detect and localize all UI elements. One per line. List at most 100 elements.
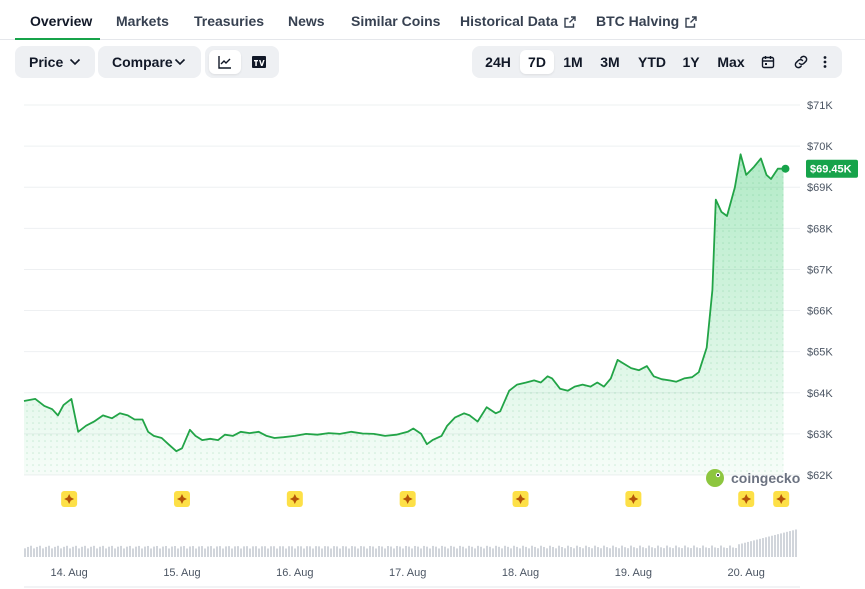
volume-bar (297, 546, 299, 557)
watermark-text: coingecko (731, 470, 800, 486)
volume-bar (648, 545, 650, 557)
volume-bar (393, 548, 395, 557)
tab-treasuries[interactable]: Treasuries (194, 13, 265, 29)
volume-bar (441, 545, 443, 557)
volume-bar (561, 547, 563, 557)
more-icon (823, 56, 827, 68)
volume-bar (552, 546, 554, 557)
range-1y-button[interactable]: 1Y (682, 54, 700, 70)
event-marker-icon[interactable] (61, 491, 78, 507)
volume-bar (474, 548, 476, 557)
volume-bar (519, 548, 521, 557)
event-marker-icon[interactable] (625, 491, 642, 507)
volume-bar (507, 546, 509, 557)
event-marker-icon[interactable] (738, 491, 755, 507)
external-link-icon (685, 16, 697, 28)
volume-bar (351, 546, 353, 557)
event-marker-icon[interactable] (512, 491, 529, 507)
volume-bar (489, 546, 491, 557)
price-chart[interactable]: $62K $63K $64K $65K $66K $67K $68K $69K $70K $71K… (0, 90, 865, 589)
volume-bar (588, 547, 590, 557)
chart-type-group (205, 46, 279, 78)
tab-similar-coins[interactable]: Similar Coins (351, 13, 441, 29)
tab-historical-data[interactable]: Historical Data (460, 0, 576, 40)
volume-bar (75, 545, 77, 557)
price-dropdown[interactable]: Price (15, 46, 95, 78)
volume-bar (99, 546, 101, 557)
calendar-button[interactable] (756, 50, 780, 74)
volume-bar (363, 546, 365, 557)
volume-bar (465, 548, 467, 557)
volume-bar (189, 546, 191, 557)
volume-bar (534, 546, 536, 557)
volume-bar (540, 545, 542, 557)
volume-bar (408, 546, 410, 557)
tab-btc-halving[interactable]: BTC Halving (596, 0, 697, 40)
volume-bar (654, 548, 656, 557)
volume-bar (87, 548, 89, 557)
volume-bar (360, 546, 362, 557)
volume-bar (240, 548, 242, 557)
volume-bar (651, 547, 653, 557)
range-max-button[interactable]: Max (717, 54, 745, 70)
volume-bar (447, 548, 449, 557)
volume-bar (216, 546, 218, 557)
volume-bar (636, 548, 638, 557)
volume-bar (174, 546, 176, 557)
volume-bar (282, 546, 284, 557)
current-price-label: $69.45K (810, 164, 852, 176)
tradingview-button[interactable] (243, 50, 275, 74)
volume-bar (117, 546, 119, 557)
share-link-button[interactable] (788, 50, 812, 74)
event-marker-icon[interactable] (286, 491, 303, 507)
volume-bar (387, 546, 389, 557)
more-options-button[interactable] (818, 50, 842, 74)
event-marker-icon[interactable] (773, 491, 790, 507)
range-ytd-button[interactable]: YTD (638, 54, 666, 70)
volume-bar (756, 539, 758, 557)
volume-bar (123, 548, 125, 557)
volume-bar (783, 532, 785, 557)
volume-bar (336, 546, 338, 557)
volume-bar (228, 546, 230, 557)
range-3m-button[interactable]: 3M (600, 54, 620, 70)
volume-bar (693, 545, 695, 557)
range-7d-button[interactable]: 7D (520, 50, 554, 74)
compare-dropdown[interactable]: Compare (98, 46, 201, 78)
range-1m-button[interactable]: 1M (563, 54, 583, 70)
volume-bar (168, 548, 170, 557)
event-marker-icon[interactable] (173, 491, 190, 507)
range-24h-button[interactable]: 24H (485, 54, 511, 70)
volume-bar (291, 546, 293, 557)
volume-bar (147, 545, 149, 557)
line-chart-button[interactable] (209, 50, 241, 74)
volume-bar (138, 545, 140, 557)
volume-bar (171, 546, 173, 557)
volume-bar (354, 546, 356, 557)
volume-bar (183, 546, 185, 557)
y-tick-label: $64K (807, 388, 833, 400)
volume-bar (225, 546, 227, 557)
calendar-icon (761, 56, 775, 69)
volume-bar (60, 548, 62, 557)
volume-bar (711, 545, 713, 557)
tab-overview[interactable]: Overview (30, 13, 93, 29)
volume-bar (165, 545, 167, 557)
volume-bar (528, 548, 530, 557)
volume-bar (270, 546, 272, 557)
volume-bar (567, 545, 569, 557)
tab-markets[interactable]: Markets (116, 13, 169, 29)
tab-news[interactable]: News (288, 13, 325, 29)
volume-bar (573, 548, 575, 557)
volume-bar (486, 545, 488, 557)
volume-bar (288, 546, 290, 557)
volume-bar (345, 546, 347, 557)
volume-bar (42, 548, 44, 557)
volume-bar (456, 548, 458, 557)
volume-bar (306, 546, 308, 557)
event-marker-icon[interactable] (399, 491, 416, 507)
y-tick-label: $67K (807, 264, 833, 276)
volume-bar (657, 545, 659, 557)
volume-bar (150, 548, 152, 557)
x-tick-label: 19. Aug (615, 567, 652, 579)
